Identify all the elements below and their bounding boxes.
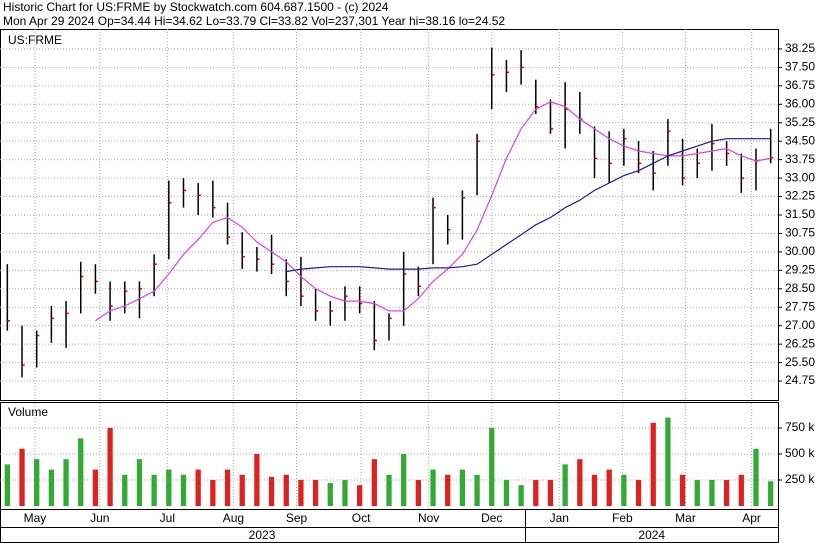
volume-label: Volume	[8, 405, 48, 419]
volume-bar	[48, 469, 55, 506]
volume-bar	[136, 459, 143, 506]
y-tick-label: 30.00	[785, 244, 815, 258]
x-tick-label: Jun	[90, 511, 109, 525]
volume-bar	[738, 474, 744, 506]
volume-bar	[459, 469, 466, 506]
y-tick-label: 26.25	[785, 336, 815, 350]
x-tick-label: Jan	[550, 511, 569, 525]
moving-average	[95, 101, 771, 322]
volume-bar	[298, 479, 304, 506]
x-tick-label: Jul	[160, 511, 175, 525]
y-tick-label: 37.50	[785, 60, 815, 74]
volume-bar	[665, 417, 671, 506]
volume-bar	[327, 483, 333, 506]
y-tick-label: 33.75	[785, 152, 815, 166]
volume-bar	[606, 469, 612, 506]
volume-bar	[679, 474, 686, 506]
volume-bar	[239, 474, 245, 506]
x-tick-label: Nov	[418, 511, 439, 525]
volume-bar	[166, 469, 172, 506]
x-tick-label: May	[24, 511, 47, 525]
volume-bar	[621, 474, 627, 506]
volume-bar	[650, 422, 656, 506]
volume-bar	[635, 479, 642, 506]
volume-bar	[415, 479, 422, 506]
volume-bar	[210, 479, 216, 506]
volume-bar	[151, 474, 157, 506]
y-tick-label: 27.00	[785, 318, 815, 332]
y-tick-label: 36.75	[785, 78, 815, 92]
y-tick-label: 29.25	[785, 263, 815, 277]
y-tick-label: 250 k	[785, 472, 815, 486]
volume-bar	[562, 464, 568, 506]
x-tick-label: Sep	[286, 511, 308, 525]
y-tick-label: 24.75	[785, 373, 815, 387]
y-tick-label: 25.50	[785, 355, 815, 369]
y-tick-label: 30.75	[785, 226, 815, 240]
volume-bar	[591, 474, 598, 506]
y-tick-label: 28.50	[785, 281, 815, 295]
volume-bar	[356, 485, 363, 506]
x-tick-label: Dec	[481, 511, 502, 525]
y-tick-label: 36.00	[785, 96, 815, 110]
year-label: 2023	[249, 528, 276, 542]
volume-bar	[518, 485, 524, 506]
chart-subtitle: Mon Apr 29 2024 Op=34.44 Hi=34.62 Lo=33.…	[3, 14, 505, 28]
y-tick-label: 500 k	[785, 446, 815, 460]
x-tick-label: Feb	[612, 511, 633, 525]
y-tick-label: 33.00	[785, 170, 815, 184]
y-tick-label: 750 k	[785, 420, 815, 434]
y-tick-label: 27.75	[785, 299, 815, 313]
symbol-label: US:FRME	[8, 33, 62, 47]
volume-bar	[445, 474, 451, 506]
volume-bar	[107, 427, 113, 506]
volume-bar	[723, 479, 730, 506]
volume-bar	[312, 479, 319, 506]
volume-bar	[386, 474, 392, 506]
volume-bar	[430, 469, 436, 506]
volume-bar	[268, 476, 275, 506]
chart-title: Historic Chart for US:FRME by Stockwatch…	[3, 0, 389, 14]
volume-bar	[401, 453, 407, 506]
volume-bar	[768, 481, 774, 506]
volume-bar	[78, 438, 84, 506]
volume-bar	[503, 479, 510, 506]
volume-bar	[371, 459, 377, 506]
month-axis	[0, 509, 779, 528]
volume-bar	[342, 479, 348, 506]
x-tick-label: Apr	[742, 511, 761, 525]
volume-bar	[533, 479, 539, 506]
x-tick-label: Aug	[223, 511, 244, 525]
volume-bar	[709, 479, 715, 506]
volume-bar	[547, 479, 554, 506]
volume-bar	[122, 474, 128, 506]
volume-bar	[195, 469, 201, 506]
moving-average	[286, 138, 771, 273]
y-tick-label: 35.25	[785, 115, 815, 129]
volume-bar	[180, 474, 187, 506]
volume-bar	[489, 427, 495, 506]
volume-bar	[283, 474, 289, 506]
y-tick-label: 32.25	[785, 189, 815, 203]
volume-bar	[224, 469, 231, 506]
volume-bar	[577, 459, 583, 506]
volume-bar	[753, 448, 759, 506]
volume-bar	[63, 459, 69, 506]
volume-bar	[254, 453, 260, 506]
y-tick-label: 34.50	[785, 133, 815, 147]
y-tick-label: 31.50	[785, 207, 815, 221]
x-tick-label: Mar	[675, 511, 696, 525]
y-tick-label: 38.25	[785, 41, 815, 55]
volume-bar	[474, 474, 480, 506]
volume-bar	[19, 448, 25, 506]
year-label: 2024	[638, 528, 665, 542]
x-tick-label: Oct	[352, 511, 371, 525]
volume-bar	[694, 479, 700, 506]
volume-bar	[34, 459, 40, 506]
volume-bar	[4, 464, 10, 506]
volume-bar	[92, 469, 99, 506]
